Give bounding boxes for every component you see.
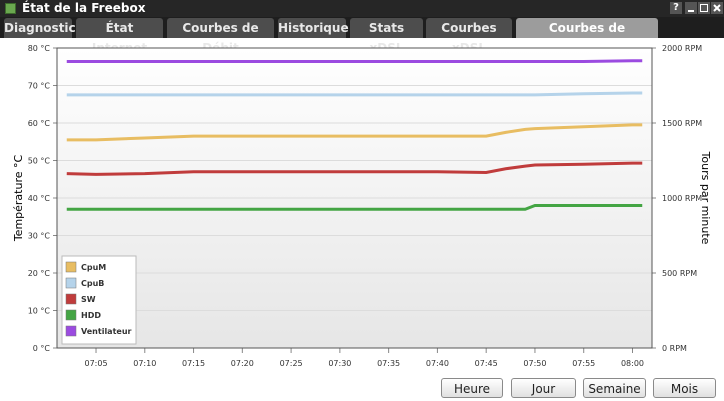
series-line (66, 59, 643, 63)
y2-tick-label: 0 RPM (662, 344, 687, 353)
chart: 0 °C 10 °C 20 °C 30 °C 40 °C 50 °C 60 °C 70 °C 8… (12, 44, 712, 368)
legend-swatch (65, 277, 77, 289)
minimize-button[interactable] (685, 2, 697, 14)
y-tick-label: 0 °C (33, 344, 51, 353)
x-tick-label: 07:40 (426, 359, 449, 368)
y-tick-label: 80 °C (28, 44, 51, 53)
series-line (66, 91, 643, 97)
window-title: État de la Freebox (22, 1, 146, 15)
x-tick-label: 07:30 (328, 359, 351, 368)
legend-swatch (65, 261, 77, 273)
y-tick-label: 70 °C (28, 82, 51, 91)
x-tick-label: 07:10 (133, 359, 156, 368)
tab[interactable]: Diagnostic (4, 18, 76, 38)
series-line (66, 161, 643, 176)
y-tick-label: 30 °C (28, 232, 51, 241)
maximize-button[interactable] (698, 2, 710, 14)
tab[interactable]: État Internet (76, 18, 163, 55)
close-icon (713, 4, 721, 12)
y2-tick-label: 500 RPM (662, 269, 697, 278)
legend-label: CpuM (81, 263, 106, 272)
legend-label: HDD (81, 311, 101, 320)
tab[interactable]: Courbes de Débit (167, 18, 274, 55)
x-tick-label: 07:25 (280, 359, 303, 368)
y2-tick-label: 1000 RPM (662, 194, 702, 203)
y-tick-label: 20 °C (28, 269, 51, 278)
y-tick-label: 10 °C (28, 307, 51, 316)
y-axis-label: Température °C (12, 155, 25, 243)
range-button[interactable]: Semaine (583, 378, 646, 398)
y2-tick-label: 1500 RPM (662, 119, 702, 128)
x-tick-label: 07:05 (84, 359, 107, 368)
x-tick-label: 07:45 (475, 359, 498, 368)
x-tick-label: 07:35 (377, 359, 400, 368)
tab[interactable]: Stats xDSL (350, 18, 423, 55)
series-line (66, 123, 643, 142)
y-tick-label: 50 °C (28, 157, 51, 166)
legend-swatch (65, 293, 77, 305)
x-tick-label: 07:15 (182, 359, 205, 368)
range-button[interactable]: Jour (511, 378, 576, 398)
range-button[interactable]: Mois (653, 378, 716, 398)
legend-label: CpuB (81, 279, 104, 288)
y-tick-label: 40 °C (28, 194, 51, 203)
tab[interactable]: Courbes de température (516, 18, 658, 55)
x-tick-label: 07:55 (572, 359, 595, 368)
legend-swatch (65, 325, 77, 337)
series-line (66, 204, 643, 211)
y-tick-label: 60 °C (28, 119, 51, 128)
title-bar: État de la Freebox ? (0, 0, 724, 17)
tab[interactable]: Historique (278, 18, 349, 38)
y2-axis-label: Tours par minute (699, 151, 712, 245)
legend-label: SW (81, 295, 96, 304)
x-tick-label: 07:50 (523, 359, 546, 368)
tab[interactable]: Courbes xDSL (426, 18, 512, 55)
legend-label: Ventilateur (81, 327, 132, 336)
help-button[interactable]: ? (670, 2, 682, 14)
close-button[interactable] (711, 2, 723, 14)
plot-border (56, 47, 653, 349)
app-icon (5, 3, 16, 14)
x-tick-label: 07:20 (231, 359, 254, 368)
y2-tick-label: 2000 RPM (662, 44, 702, 53)
range-button[interactable]: Heure (441, 378, 503, 398)
x-tick-label: 08:00 (621, 359, 644, 368)
legend-swatch (65, 309, 77, 321)
